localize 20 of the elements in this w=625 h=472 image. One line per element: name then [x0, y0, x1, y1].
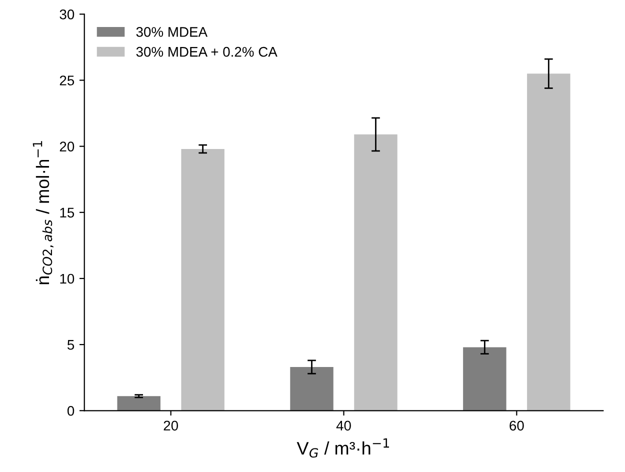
y-tick-label: 0	[67, 406, 74, 416]
bar	[463, 347, 506, 411]
x-tick-label: 20	[164, 420, 178, 431]
bar	[290, 367, 334, 411]
y-axis-title: ṅ$_{CO2,abs}$ / mol·h$^{−1}$	[32, 141, 54, 284]
bar	[527, 74, 570, 411]
bar	[354, 134, 398, 411]
x-axis-title: V$_{G}$ / m³·h$^{−1}$	[296, 438, 390, 458]
x-tick-label: 60	[510, 420, 524, 431]
bar	[117, 396, 160, 411]
y-tick-label: 15	[60, 208, 74, 218]
legend-label: 30% MDEA	[136, 27, 208, 37]
y-tick-label: 10	[60, 274, 74, 284]
y-tick-label: 25	[60, 76, 74, 86]
y-tick-label: 30	[60, 9, 74, 20]
bar	[181, 148, 224, 411]
y-tick-label: 20	[60, 142, 74, 152]
legend-label: 30% MDEA + 0.2% CA	[136, 46, 278, 57]
y-tick-label: 5	[67, 340, 74, 350]
x-tick-label: 40	[336, 420, 351, 431]
